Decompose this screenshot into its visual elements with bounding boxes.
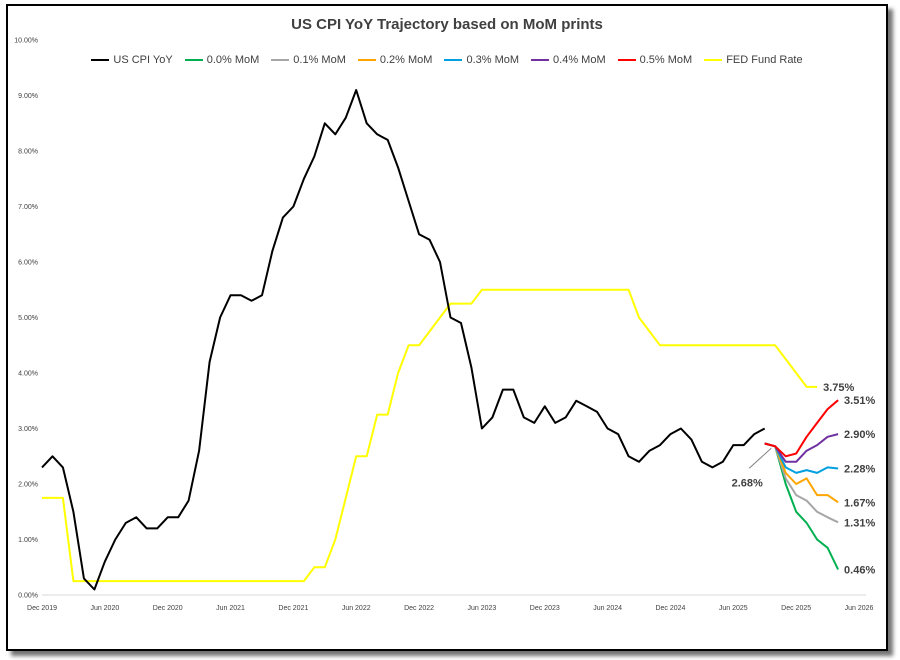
legend-label: 0.3% MoM (466, 54, 520, 66)
x-tick-label: Dec 2023 (530, 605, 560, 612)
legend-swatch (704, 59, 723, 61)
x-tick-label: Dec 2024 (655, 605, 685, 612)
x-tick-label: Jun 2026 (845, 605, 874, 612)
y-tick-label: 8.00% (18, 149, 38, 156)
series-line-0-0-mom (764, 442, 840, 570)
annotation-label: 1.67% (844, 497, 875, 509)
series-line-0-5-mom (764, 399, 839, 458)
annotation-label: 3.75% (823, 382, 854, 394)
legend-item-0-1-mom: 0.1% MoM (271, 54, 346, 66)
x-tick-label: Jun 2021 (216, 605, 245, 612)
chart-title: US CPI YoY Trajectory based on MoM print… (291, 16, 603, 33)
x-tick-label: Jun 2022 (342, 605, 371, 612)
annotation-label: 0.46% (844, 564, 875, 576)
chart-frame: US CPI YoY Trajectory based on MoM print… (6, 4, 888, 651)
annotation-label: 2.68% (732, 477, 763, 489)
legend-label: 0.4% MoM (553, 54, 606, 66)
legend-label: FED Fund Rate (726, 54, 803, 66)
legend-label: 0.1% MoM (293, 54, 346, 66)
legend-swatch (184, 59, 203, 61)
annotation-label: 3.51% (844, 395, 875, 407)
legend-swatch (91, 59, 110, 61)
series-line-us-cpi-yoy (41, 89, 766, 591)
annotation-label: 1.31% (844, 517, 875, 529)
legend-item-us-cpi-yoy: US CPI YoY (91, 54, 173, 66)
series-line-fed-fund-rate (42, 288, 818, 583)
legend-item-fed-fund-rate: FED Fund Rate (704, 54, 803, 66)
legend-label: 0.5% MoM (639, 54, 693, 66)
annotation-label: 2.28% (844, 463, 875, 475)
y-tick-label: 9.00% (18, 93, 38, 100)
legend-swatch (271, 59, 290, 61)
x-tick-label: Jun 2024 (593, 605, 622, 612)
x-tick-label: Dec 2021 (278, 605, 308, 612)
legend-item-0-2-mom: 0.2% MoM (357, 54, 433, 66)
y-tick-label: 0.00% (18, 593, 38, 600)
series-line-0-2-mom (764, 442, 839, 504)
legend-label: 0.2% MoM (379, 54, 433, 66)
y-tick-label: 10.00% (14, 38, 38, 45)
legend-item-0-3-mom: 0.3% MoM (444, 54, 519, 66)
y-tick-label: 6.00% (18, 260, 38, 267)
legend-item-0-5-mom: 0.5% MoM (617, 54, 693, 66)
y-tick-label: 3.00% (18, 426, 38, 433)
annotation-leader-line (748, 447, 772, 469)
y-tick-label: 2.00% (18, 482, 38, 489)
chart-legend: US CPI YoY 0.0% MoM 0.1% MoM 0.2% MoM 0.3% M… (8, 54, 886, 66)
legend-swatch (444, 59, 463, 61)
x-tick-label: Dec 2020 (153, 605, 183, 612)
legend-item-0-0-mom: 0.0% MoM (184, 54, 260, 66)
plot-area: 0.00% 1.00% 2.00% 3.00% 4.00% 5.00% 6.00% 7.00%… (14, 38, 875, 613)
annotation-label: 2.90% (844, 429, 875, 441)
y-tick-label: 1.00% (18, 537, 38, 544)
y-tick-label: 4.00% (18, 371, 38, 378)
legend-item-0-4-mom: 0.4% MoM (531, 54, 606, 66)
x-tick-label: Dec 2019 (27, 605, 57, 612)
legend-label: US CPI YoY (113, 54, 173, 66)
x-tick-label: Dec 2025 (781, 605, 811, 612)
x-tick-label: Jun 2020 (90, 605, 119, 612)
x-tick-label: Jun 2025 (719, 605, 748, 612)
legend-swatch (357, 59, 376, 61)
x-tick-label: Dec 2022 (404, 605, 434, 612)
x-tick-label: Jun 2023 (468, 605, 497, 612)
y-tick-label: 5.00% (18, 315, 38, 322)
legend-swatch (531, 59, 550, 61)
legend-swatch (617, 59, 636, 61)
y-tick-label: 7.00% (18, 204, 38, 211)
legend-label: 0.0% MoM (206, 54, 260, 66)
